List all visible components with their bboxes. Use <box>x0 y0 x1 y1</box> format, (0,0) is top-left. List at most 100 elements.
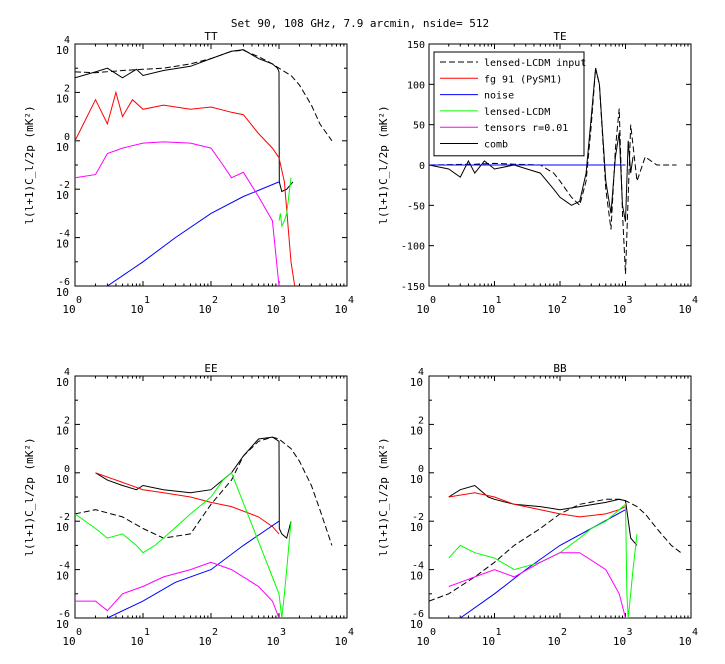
x-tick-base: 10 <box>334 303 347 316</box>
y-tick-base: 10 <box>56 424 69 437</box>
panel-bb: BBl(l+1)C_l/2p (mK²)10010110210310410-61… <box>377 362 698 648</box>
x-tick-base: 10 <box>416 635 429 648</box>
series-lensed <box>75 471 292 618</box>
y-tick-base: 10 <box>56 238 69 251</box>
panel-tt: TTl(l+1)C_l/2p (mK²)10010110210310410-61… <box>23 30 354 316</box>
y-tick-base: 10 <box>410 521 423 534</box>
series-tensors <box>75 561 280 618</box>
legend-label: lensed-LCDM <box>484 107 550 118</box>
y-axis-label: l(l+1)C_l/2p (mK²) <box>377 437 390 556</box>
x-tick-base: 10 <box>678 303 691 316</box>
series-noise <box>460 509 626 618</box>
x-tick-label: 2 <box>212 627 218 638</box>
x-tick-base: 10 <box>334 635 347 648</box>
y-tick-base: 10 <box>56 618 69 631</box>
series-noise <box>107 520 280 618</box>
x-tick-base: 10 <box>198 635 211 648</box>
x-tick-base: 10 <box>130 635 143 648</box>
x-tick-label: 1 <box>496 627 502 638</box>
series-group <box>75 436 333 618</box>
y-tick-label: 4 <box>64 35 70 46</box>
panels: TTl(l+1)C_l/2p (mK²)10010110210310410-61… <box>23 30 698 648</box>
x-tick-label: 4 <box>348 627 354 638</box>
y-tick-label: -6 <box>58 277 70 288</box>
y-tick-label: 0 <box>64 132 70 143</box>
y-tick-base: 10 <box>56 286 69 299</box>
y-tick-base: 10 <box>410 570 423 583</box>
x-tick-label: 1 <box>144 295 150 306</box>
x-tick-label: 0 <box>76 627 82 638</box>
y-tick-base: 10 <box>410 473 423 486</box>
series-fg <box>95 472 280 535</box>
x-tick-label: 3 <box>280 627 286 638</box>
y-tick-base: 10 <box>56 473 69 486</box>
series-group <box>429 484 682 618</box>
y-tick-label: 0 <box>419 161 425 172</box>
y-axis-label: l(l+1)C_l/2p (mK²) <box>23 105 36 224</box>
y-tick-label: -2 <box>58 512 70 523</box>
y-axis-label: l(l+1)C_l/2p (mK²) <box>377 105 390 224</box>
y-tick-base: 10 <box>410 618 423 631</box>
x-tick-base: 10 <box>266 303 279 316</box>
series-lensed <box>278 177 292 228</box>
x-tick-label: 1 <box>496 295 502 306</box>
series-tensors <box>75 141 280 286</box>
y-tick-label: -4 <box>412 561 424 572</box>
x-tick-base: 10 <box>198 303 211 316</box>
y-tick-label: 150 <box>407 40 425 51</box>
x-tick-base: 10 <box>482 635 495 648</box>
y-tick-base: 10 <box>56 521 69 534</box>
x-tick-base: 10 <box>62 635 75 648</box>
x-tick-label: 1 <box>144 627 150 638</box>
series-comb <box>429 68 634 222</box>
y-tick-base: 10 <box>56 141 69 154</box>
x-tick-label: 3 <box>627 295 633 306</box>
y-tick-label: -150 <box>401 282 425 293</box>
x-tick-label: 0 <box>76 295 82 306</box>
series-lensed-input <box>75 49 333 142</box>
x-tick-label: 3 <box>280 295 286 306</box>
x-tick-label: 4 <box>692 295 698 306</box>
x-tick-base: 10 <box>266 635 279 648</box>
figure-title: Set 90, 108 GHz, 7.9 arcmin, nside= 512 <box>231 17 489 30</box>
panel-ee: EEl(l+1)C_l/2p (mK²)10010110210310410-61… <box>23 362 354 648</box>
series-comb <box>95 436 292 540</box>
y-tick-label: 100 <box>407 80 425 91</box>
legend-label: lensed-LCDM input <box>484 58 586 69</box>
panel-te: TEl(l+1)C_l/2p (mK²)100101102103104-150-… <box>377 30 698 316</box>
series-fg <box>448 492 626 518</box>
y-tick-label: 2 <box>418 415 424 426</box>
y-tick-label: -50 <box>407 201 425 212</box>
y-tick-label: 4 <box>64 367 70 378</box>
x-tick-base: 10 <box>482 303 495 316</box>
x-tick-label: 2 <box>561 295 567 306</box>
x-tick-label: 0 <box>430 627 436 638</box>
y-tick-base: 10 <box>56 189 69 202</box>
x-tick-label: 2 <box>212 295 218 306</box>
panel-title: TT <box>204 30 218 43</box>
y-tick-label: -2 <box>412 512 424 523</box>
y-tick-label: 2 <box>64 415 70 426</box>
y-tick-label: 0 <box>64 464 70 475</box>
y-tick-base: 10 <box>56 376 69 389</box>
legend-label: tensors r=0.01 <box>484 123 568 134</box>
x-tick-label: 3 <box>627 627 633 638</box>
y-tick-label: 2 <box>64 83 70 94</box>
series-group <box>75 49 333 286</box>
y-tick-base: 10 <box>56 570 69 583</box>
y-axis-label: l(l+1)C_l/2p (mK²) <box>23 437 36 556</box>
x-tick-base: 10 <box>416 303 429 316</box>
x-tick-base: 10 <box>613 635 626 648</box>
y-tick-label: 0 <box>418 464 424 475</box>
series-tensors <box>448 552 629 618</box>
axes-frame <box>428 375 692 619</box>
x-tick-label: 4 <box>692 627 698 638</box>
y-tick-base: 10 <box>410 376 423 389</box>
legend-box <box>433 51 585 157</box>
y-tick-label: -6 <box>58 609 70 620</box>
panel-title: BB <box>553 362 567 375</box>
panel-title: TE <box>553 30 566 43</box>
x-tick-label: 0 <box>430 295 436 306</box>
series-fg <box>75 90 296 286</box>
